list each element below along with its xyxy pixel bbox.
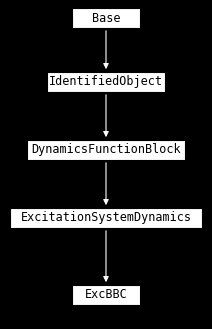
Text: IdentifiedObject: IdentifiedObject <box>49 75 163 89</box>
Text: DynamicsFunctionBlock: DynamicsFunctionBlock <box>31 143 181 157</box>
FancyBboxPatch shape <box>72 8 140 28</box>
Text: ExcBBC: ExcBBC <box>85 289 127 301</box>
Text: ExcitationSystemDynamics: ExcitationSystemDynamics <box>21 212 191 224</box>
FancyBboxPatch shape <box>47 72 165 92</box>
FancyBboxPatch shape <box>10 208 202 228</box>
Text: Base: Base <box>92 12 120 24</box>
FancyBboxPatch shape <box>72 285 140 305</box>
FancyBboxPatch shape <box>27 140 185 160</box>
